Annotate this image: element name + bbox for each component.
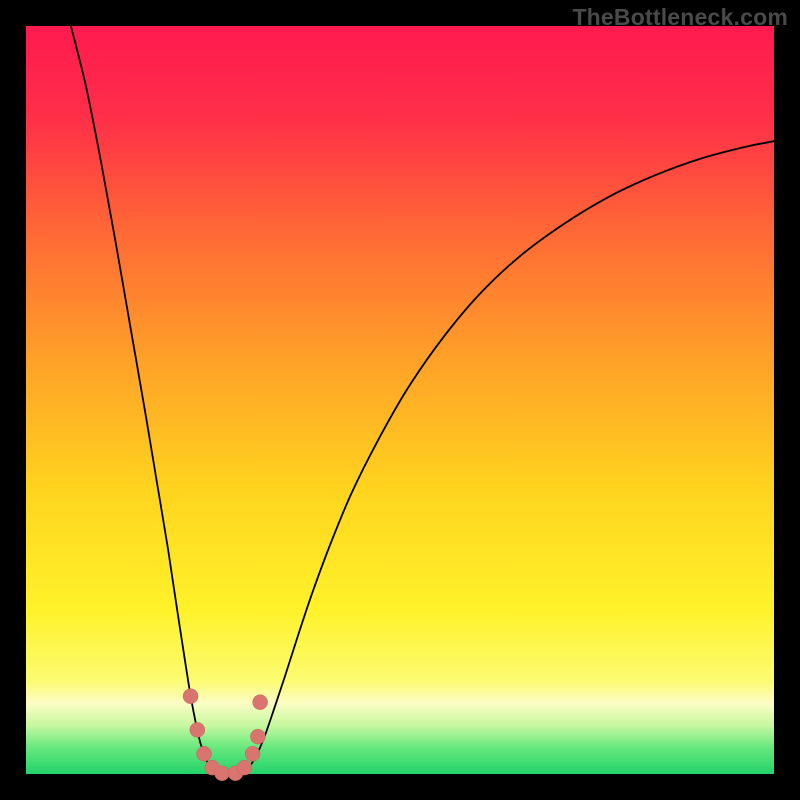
chart-frame: TheBottleneck.com [0,0,800,800]
watermark-text: TheBottleneck.com [572,4,788,31]
marker-point [190,722,205,737]
marker-point [253,695,268,710]
marker-point [214,766,229,781]
marker-point [183,689,198,704]
marker-point [245,746,260,761]
bottleneck-chart [0,0,800,800]
marker-point [250,729,265,744]
marker-point [237,760,252,775]
marker-point [197,746,212,761]
